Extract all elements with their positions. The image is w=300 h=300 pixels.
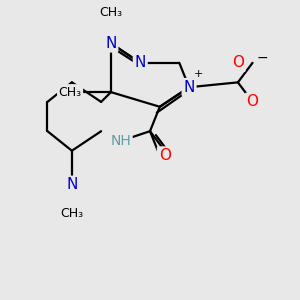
- Text: NH: NH: [110, 134, 131, 148]
- Text: N: N: [134, 55, 146, 70]
- Text: −: −: [256, 51, 268, 65]
- Text: CH₃: CH₃: [58, 85, 82, 99]
- Text: +: +: [194, 69, 203, 79]
- Text: O: O: [159, 148, 171, 163]
- Text: CH₃: CH₃: [60, 207, 83, 220]
- Text: O: O: [247, 94, 259, 110]
- Text: N: N: [66, 177, 78, 192]
- Text: CH₃: CH₃: [99, 6, 122, 19]
- Text: N: N: [183, 80, 195, 95]
- Text: N: N: [105, 36, 117, 51]
- Text: O: O: [232, 55, 244, 70]
